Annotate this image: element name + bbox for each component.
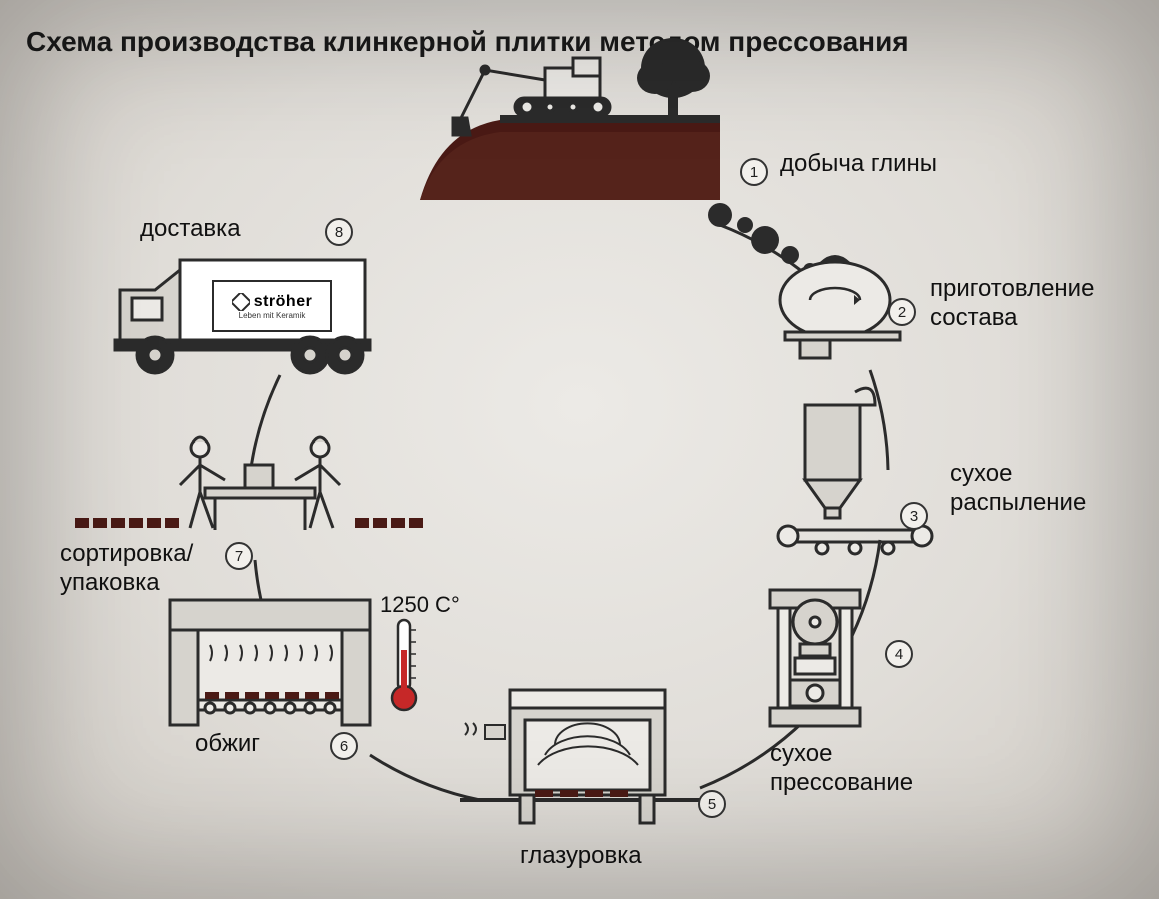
vignette-overlay: [0, 0, 1159, 899]
step-label-7: сортировка/ упаковка: [60, 540, 193, 598]
step5-illustration: [0, 0, 1159, 899]
step-label-2: приготовление состава: [930, 275, 1094, 333]
step-label-3: сухое распыление: [950, 460, 1086, 518]
step-label-4: сухое прессование: [770, 740, 913, 798]
step3-illustration: [0, 0, 1159, 899]
step4-illustration: [0, 0, 1159, 899]
step-badge-7: 7: [225, 542, 253, 570]
step7-illustration: [0, 0, 1159, 899]
brand-logo-icon: [232, 293, 250, 311]
step-badge-2: 2: [888, 298, 916, 326]
truck-brand: ströher Leben mit Keramik: [212, 280, 332, 332]
step-badge-8: 8: [325, 218, 353, 246]
step8-illustration: [0, 0, 1159, 899]
kiln-temperature: 1250 С°: [380, 592, 460, 618]
cycle-arcs: [0, 0, 1159, 899]
step-badge-4: 4: [885, 640, 913, 668]
step-label-6: обжиг: [195, 730, 260, 759]
step-label-1: добыча глины: [780, 150, 937, 179]
brand-tagline: Leben mit Keramik: [239, 311, 306, 320]
step-badge-5: 5: [698, 790, 726, 818]
step6-illustration: [0, 0, 1159, 899]
step-badge-3: 3: [900, 502, 928, 530]
step1-illustration: [0, 0, 1159, 899]
diagram-title: Схема производства клинкерной плитки мет…: [26, 24, 909, 59]
step-badge-1: 1: [740, 158, 768, 186]
step2-illustration: [0, 0, 1159, 899]
brand-name: ströher: [254, 293, 313, 311]
step-label-8: доставка: [140, 215, 241, 244]
step-badge-6: 6: [330, 732, 358, 760]
step-label-5: глазуровка: [520, 842, 642, 871]
